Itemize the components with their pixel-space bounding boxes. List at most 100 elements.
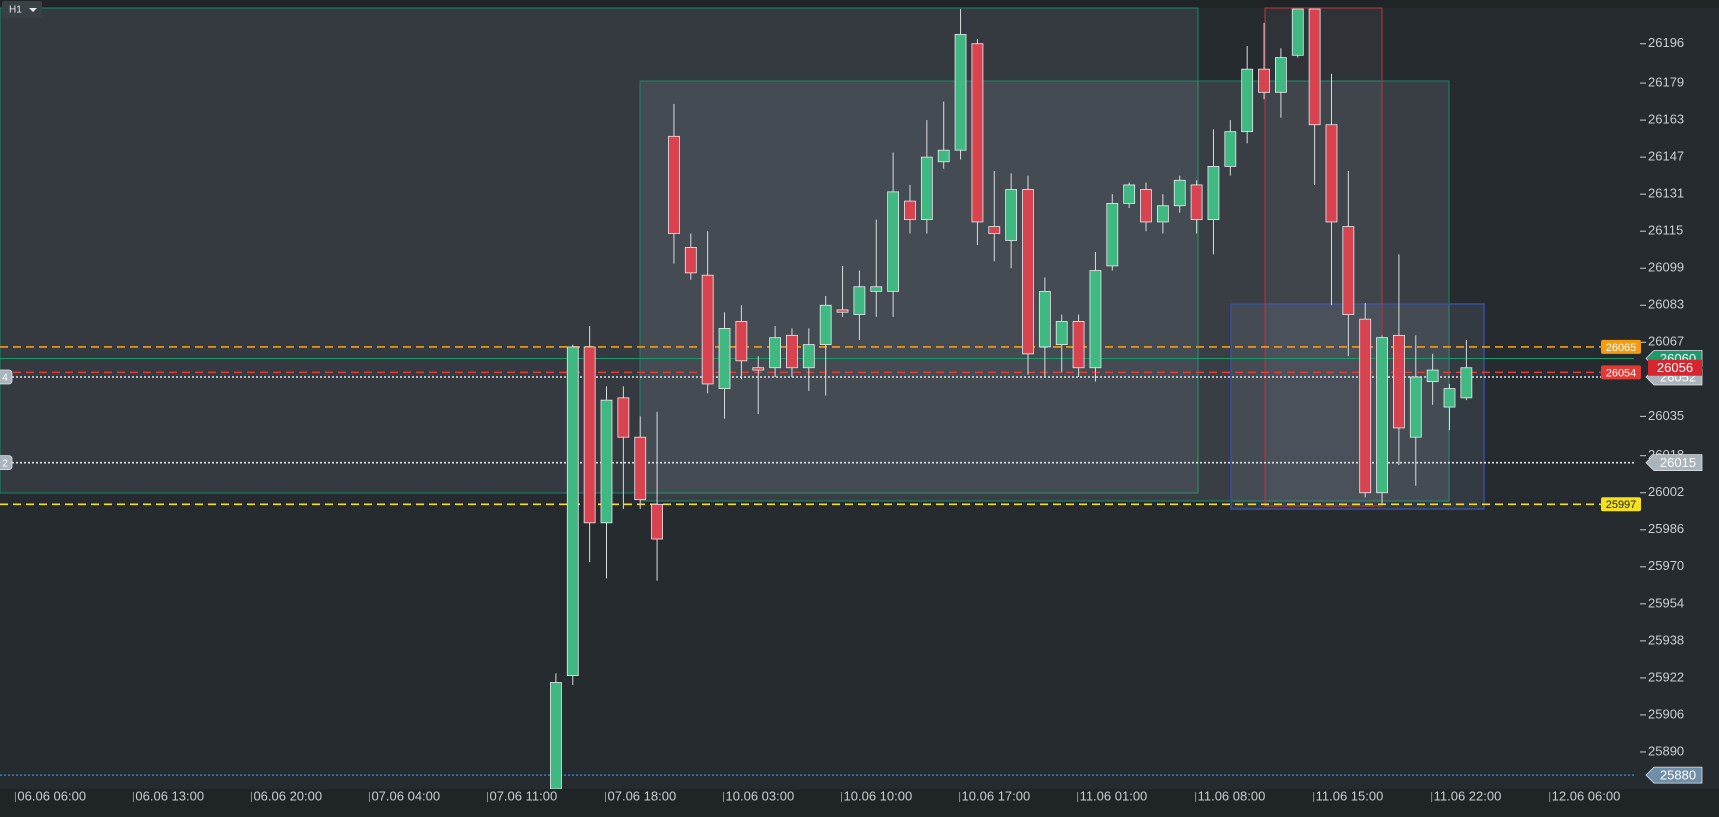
candle-body — [853, 286, 866, 315]
candle-body — [988, 226, 1001, 234]
x-tick-label: 06.06 13:00 — [135, 788, 204, 803]
candle-body — [920, 156, 933, 221]
candle-body — [701, 274, 714, 385]
level-tag-label: 25997 — [1606, 499, 1637, 511]
candle-body — [1393, 334, 1405, 429]
candle-body — [904, 200, 916, 221]
candle-body — [769, 337, 781, 369]
candle-body — [550, 682, 562, 789]
candle-body — [1140, 189, 1152, 223]
x-tick-label: 07.06 11:00 — [489, 788, 557, 803]
candle-body — [617, 397, 630, 438]
x-tick-label: 11.06 15:00 — [1316, 788, 1384, 803]
candle-body — [668, 135, 680, 234]
candle-body — [1190, 184, 1203, 221]
y-tick-label: 26147 — [1648, 149, 1684, 164]
candle-body — [1443, 388, 1456, 408]
axis-tag — [1645, 766, 1703, 784]
level-tag-label: 26054 — [1606, 367, 1637, 379]
candle-body — [887, 191, 900, 292]
candle-body — [1325, 124, 1338, 223]
count-tag-label: 2 — [2, 458, 8, 469]
candle-body — [1005, 189, 1018, 241]
candle-body — [684, 246, 697, 274]
candle-body — [1291, 8, 1304, 56]
candle-body — [1072, 321, 1085, 369]
level-tag-label: 26065 — [1606, 342, 1637, 354]
y-tick-label: 26002 — [1648, 484, 1684, 499]
candle-body — [802, 344, 815, 369]
candle-body — [819, 304, 832, 346]
candle-body — [1241, 68, 1254, 133]
level-tag — [1601, 365, 1641, 380]
candle-body — [1409, 376, 1422, 438]
candle-body — [1426, 369, 1439, 383]
price-axis: 26196 26179 26163 26147 26131 26115 26099 26083… — [1640, 35, 1684, 758]
candle-body — [1173, 179, 1186, 207]
y-tick-label: 26131 — [1648, 186, 1684, 201]
candle-body — [1224, 131, 1237, 167]
candle-body — [566, 346, 579, 676]
count-tag — [0, 455, 13, 471]
y-tick-label: 25890 — [1648, 743, 1684, 758]
y-tick-label: 26163 — [1648, 112, 1684, 127]
y-tick-label: 26115 — [1648, 223, 1683, 238]
candle-body — [1156, 205, 1169, 223]
x-tick-label: 10.06 10:00 — [844, 788, 913, 803]
candle-body — [954, 34, 967, 151]
candle-body — [1376, 337, 1388, 494]
x-tick-label: 06.06 20:00 — [253, 788, 322, 803]
level-tag — [1601, 339, 1641, 354]
candle-body — [1106, 203, 1119, 267]
timeframe-dropdown[interactable]: H1 — [2, 1, 42, 18]
last-price-label: 26056 — [1657, 360, 1693, 375]
candle-body — [1460, 367, 1473, 399]
candle-body — [735, 321, 748, 362]
candle-body — [718, 328, 731, 389]
candle-body — [752, 367, 765, 371]
y-tick-label: 26099 — [1648, 260, 1684, 275]
candle-body — [1275, 57, 1287, 93]
zones — [0, 7, 1485, 510]
candle-body — [937, 149, 950, 163]
zone — [0, 7, 1199, 494]
count-tag — [0, 369, 13, 385]
top-bar — [0, 0, 1719, 8]
y-tick-label: 26035 — [1648, 408, 1684, 423]
axis-tag-label: 26015 — [1660, 455, 1696, 470]
candle-body — [971, 43, 984, 223]
y-tick-label: 25906 — [1648, 706, 1684, 721]
y-tick-label: 26179 — [1648, 75, 1684, 90]
candle-body — [786, 334, 798, 369]
candle-body — [1123, 184, 1136, 204]
candle-body — [1022, 189, 1034, 355]
last-price-tag — [1648, 359, 1702, 376]
candle-body — [1258, 68, 1270, 93]
candle-body — [651, 503, 663, 540]
candle-body — [634, 436, 647, 501]
axis-tag — [1645, 454, 1703, 472]
x-tick-label: 11.06 08:00 — [1198, 788, 1266, 803]
candle-body — [1089, 270, 1102, 369]
candle-body — [583, 346, 596, 524]
candle-body — [836, 309, 849, 313]
x-tick-label: 12.06 06:00 — [1552, 788, 1621, 803]
y-tick-label: 25938 — [1648, 632, 1684, 647]
timeframe[interactable]: H1 — [9, 5, 22, 16]
level-tag — [1601, 497, 1641, 512]
y-tick-label: 26067 — [1648, 334, 1684, 349]
candle-body — [1308, 8, 1321, 126]
x-tick-label: 06.06 06:00 — [17, 788, 86, 803]
candles — [550, 8, 1473, 789]
candle-body — [1342, 226, 1355, 315]
candle-body — [870, 286, 883, 292]
dropdown-arrow[interactable] — [29, 8, 37, 12]
candle-body — [600, 399, 613, 524]
dropdown-box[interactable] — [2, 1, 42, 18]
x-tick-label: 07.06 18:00 — [608, 788, 677, 803]
x-tick-label: 10.06 17:00 — [962, 788, 1031, 803]
x-tick-label: 07.06 04:00 — [371, 788, 440, 803]
